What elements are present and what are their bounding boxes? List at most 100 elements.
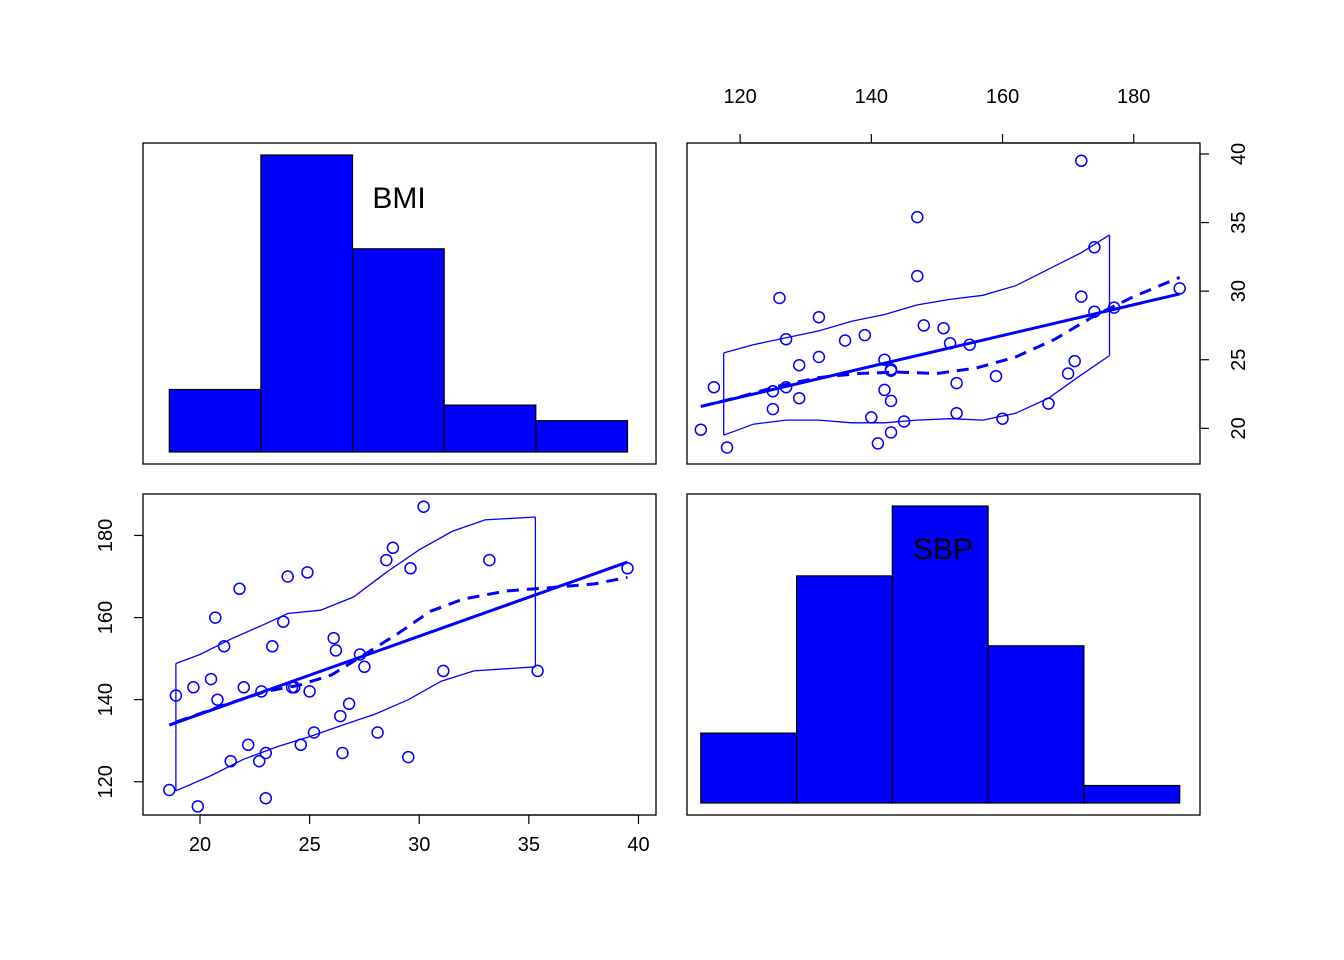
y-tick-label-sbp: 160 [95, 601, 117, 634]
data-point [285, 681, 299, 694]
data-point [878, 383, 891, 397]
data-point [277, 615, 290, 628]
data-point [707, 380, 721, 394]
data-point [766, 385, 780, 398]
smoother-line [175, 575, 628, 724]
data-point [812, 310, 826, 324]
data-point [812, 350, 826, 364]
data-point [380, 553, 393, 567]
data-point [792, 391, 806, 405]
data-point [779, 332, 793, 346]
data-point [191, 800, 205, 813]
data-point [437, 664, 450, 678]
data-point [224, 754, 237, 768]
data-point [773, 291, 786, 305]
data-point [327, 631, 340, 645]
axes: 20 25 30 35 40 120 140 160 180 120 140 160 180 20 25 30… [95, 86, 1250, 856]
bmi-histogram-bar [352, 248, 445, 453]
data-point [386, 541, 400, 555]
x-tick-label-bmi: 20 [189, 834, 211, 856]
data-point [209, 611, 222, 624]
data-point [884, 394, 898, 408]
bmi-histogram-bar [443, 404, 537, 453]
data-point [950, 406, 963, 420]
data-point [163, 783, 176, 797]
y-tick-label-bmi: 35 [1228, 211, 1250, 233]
bmi-histogram-bar [535, 420, 629, 453]
data-point [211, 693, 224, 706]
data-point [217, 640, 231, 653]
data-point [766, 402, 780, 416]
x-tick-label-sbp: 140 [855, 86, 888, 108]
x-tick-label-sbp: 160 [986, 86, 1019, 108]
y-tick-label-bmi: 25 [1228, 349, 1250, 371]
y-tick-label-bmi: 30 [1228, 280, 1250, 302]
data-point [281, 570, 294, 583]
data-point [259, 791, 273, 805]
data-point [303, 685, 316, 698]
data-point [252, 754, 266, 768]
data-point [402, 750, 415, 764]
lower-spread-line [175, 666, 536, 792]
sbp-vs-bmi-scatter [163, 500, 634, 813]
x-tick-label-bmi: 40 [627, 834, 649, 856]
data-point [838, 334, 852, 347]
data-point [1061, 367, 1075, 380]
data-point [371, 726, 384, 739]
data-point [336, 746, 349, 760]
x-tick-label-sbp: 180 [1117, 86, 1150, 108]
data-point [266, 640, 279, 653]
data-point [996, 412, 1009, 425]
smoother-line [700, 276, 1181, 408]
upper-spread-line [175, 516, 536, 665]
data-point [858, 328, 872, 342]
data-point [943, 337, 957, 350]
data-point [1088, 241, 1101, 254]
data-point [897, 415, 911, 428]
data-point [301, 566, 314, 579]
bmi-histogram [168, 154, 629, 453]
data-point [937, 321, 950, 335]
sbp-histogram-bar [891, 505, 989, 804]
data-point [911, 269, 924, 283]
sbp-histogram-bar [700, 732, 798, 804]
data-point [404, 562, 417, 575]
data-point [169, 689, 183, 702]
data-point [621, 562, 634, 575]
data-point [358, 660, 371, 674]
data-point [417, 500, 430, 513]
data-point [878, 353, 891, 366]
data-point [884, 364, 898, 377]
sbp-histogram-bar [1083, 784, 1181, 804]
data-point [294, 738, 308, 752]
data-point [329, 644, 343, 657]
diagonal-label-sbp: SBP [913, 533, 973, 566]
data-point [255, 685, 268, 698]
data-point [950, 376, 963, 390]
bmi-histogram-bar [168, 388, 262, 453]
data-point [1088, 305, 1101, 318]
x-tick-label-sbp: 120 [723, 86, 756, 108]
data-point [187, 681, 200, 694]
data-point [917, 319, 931, 332]
data-point [342, 697, 356, 711]
panel-bmi-histogram-frame [142, 142, 657, 465]
data-point [1075, 154, 1088, 168]
x-tick-label-bmi: 25 [298, 834, 320, 856]
bmi-vs-sbp-scatter [694, 154, 1186, 454]
data-point [307, 726, 321, 739]
data-point [911, 210, 924, 224]
regression-line [168, 560, 629, 727]
data-point [233, 582, 246, 596]
sbp-histogram-bar [795, 575, 893, 804]
data-point [1075, 290, 1088, 303]
data-point [694, 423, 708, 436]
data-point [1042, 397, 1055, 410]
data-point [989, 369, 1003, 383]
y-tick-label-bmi: 20 [1228, 417, 1250, 439]
upper-spread-line [723, 234, 1110, 354]
data-point [237, 681, 251, 694]
data-point [241, 738, 255, 752]
y-tick-label-sbp: 140 [95, 683, 117, 716]
